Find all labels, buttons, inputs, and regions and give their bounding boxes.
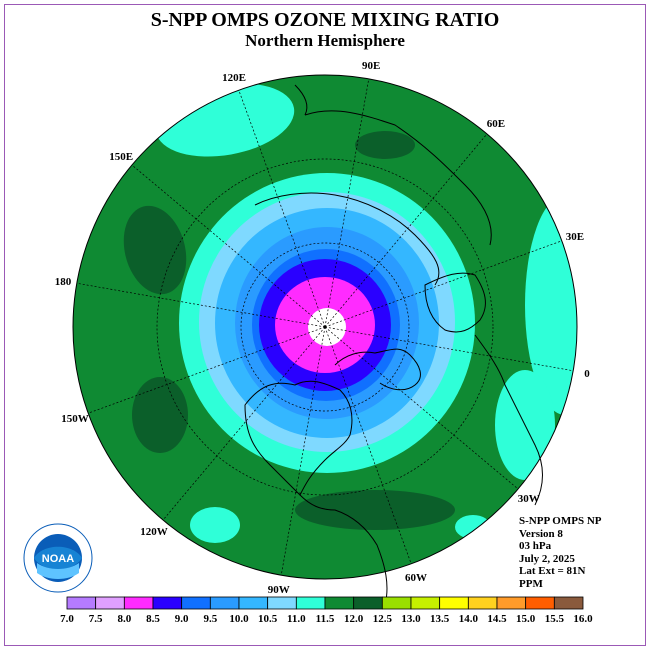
longitude-label: 60W [405, 572, 427, 584]
meridian-line [76, 282, 326, 328]
coastlines [244, 84, 543, 606]
colorbar-cell [295, 596, 326, 610]
info-version: Version 8 [519, 527, 563, 540]
colorbar-cell [152, 596, 183, 610]
colorbar-cell [238, 596, 269, 610]
map-title: S-NPP OMPS OZONE MIXING RATIO [150, 9, 500, 31]
longitude-label: 60E [487, 118, 505, 130]
ozone-field [73, 75, 577, 579]
colorbar-cell [123, 596, 154, 610]
info-units: PPM [519, 577, 543, 590]
field-cyan-patch [525, 195, 577, 415]
meridian-line [238, 90, 326, 328]
colorbar-cell [467, 596, 498, 610]
meridian-line [324, 133, 488, 328]
info-lat-extent: Lat Ext = 81N [519, 565, 586, 577]
meridian-line [324, 78, 370, 328]
coastline-greenland [334, 348, 421, 391]
colorbar: 7.0 7.5 8.0 8.5 9.0 9.5 10.0 10.5 11.0 11.5 12.0 12… [60, 596, 593, 625]
polar-map: 90E 60E 30E 0 30W 60W 90W 120W 150W 180 150E 120E [55, 60, 590, 606]
coastline-asia-east [304, 110, 492, 246]
colorbar-tick-label: 10.5 [258, 613, 278, 625]
colorbar-tick-label: 15.5 [545, 613, 565, 625]
longitude-label: 180 [55, 276, 72, 288]
info-date: July 2, 2025 [519, 552, 575, 565]
coastline-fareast [294, 84, 308, 116]
colorbar-tick-label: 13.0 [401, 613, 421, 625]
info-block: S-NPP OMPS NP Version 8 03 hPa July 2, 2… [519, 515, 602, 590]
coastline-siberia [254, 192, 440, 286]
meridian-line [131, 164, 326, 328]
longitude-label: 0 [584, 368, 590, 380]
coastline-europe [424, 272, 486, 333]
longitude-label: 90W [268, 584, 290, 596]
meridian-lines [76, 78, 574, 576]
colorbar-tick-label: 15.0 [516, 613, 536, 625]
colorbar-tick-label: 8.0 [117, 613, 131, 625]
info-level: 03 hPa [519, 540, 552, 552]
longitude-label: 150E [109, 151, 133, 163]
meridian-line [324, 326, 412, 564]
colorbar-tick-label: 14.0 [459, 613, 479, 625]
meridian-line [162, 326, 326, 521]
colorbar-tick-label: 16.0 [573, 613, 593, 625]
colorbar-cell [209, 596, 240, 610]
colorbar-cell [525, 596, 555, 610]
colorbar-cell [410, 596, 441, 610]
colorbar-cell [353, 596, 383, 610]
colorbar-tick-label: 14.5 [487, 613, 507, 625]
meridian-line [324, 240, 562, 328]
meridian-line [280, 326, 326, 576]
longitude-label: 30E [566, 231, 584, 243]
longitude-label: 120W [140, 526, 168, 538]
colorbar-cell [95, 596, 125, 610]
map-subtitle: Northern Hemisphere [245, 31, 405, 50]
colorbar-tick-label: 10.0 [229, 613, 249, 625]
longitude-label: 120E [222, 72, 246, 84]
colorbar-cell [66, 596, 97, 610]
colorbar-tick-label: 11.0 [287, 613, 306, 625]
field-cyan-patch [190, 507, 240, 543]
noaa-logo: NOAA [23, 523, 93, 593]
field-dark-green-blob [295, 490, 455, 530]
longitude-label: 30W [518, 493, 540, 505]
colorbar-cell [439, 596, 469, 610]
map-boundary [72, 74, 578, 580]
info-product: S-NPP OMPS NP [519, 515, 602, 527]
colorbar-cell [496, 596, 527, 610]
colorbar-cell [553, 596, 584, 610]
colorbar-tick-label: 11.5 [316, 613, 335, 625]
colorbar-tick-label: 8.5 [146, 613, 160, 625]
longitude-label: 150W [61, 413, 89, 425]
field-dark-green-blob [132, 377, 188, 453]
colorbar-tick-label: 12.5 [373, 613, 393, 625]
latitude-circle [240, 242, 410, 412]
colorbar-tick-label: 9.0 [175, 613, 189, 625]
colorbar-cell [381, 596, 412, 610]
colorbar-tick-label: 9.5 [203, 613, 217, 625]
coastline-africa [474, 334, 543, 506]
colorbar-tick-label: 7.0 [60, 613, 74, 625]
meridian-line [324, 326, 519, 490]
latitude-circle [156, 158, 494, 496]
coastline-central-america [299, 494, 388, 606]
colorbar-cell [267, 596, 297, 610]
field-dark-green-blob [355, 131, 415, 159]
field-dark-green-blob [123, 205, 187, 295]
colorbar-tick-label: 13.5 [430, 613, 450, 625]
colorbar-tick-label: 7.5 [89, 613, 103, 625]
graticule [76, 78, 574, 576]
colorbar-cell [324, 596, 355, 610]
colorbar-tick-label: 12.0 [344, 613, 364, 625]
meridian-line [88, 326, 326, 414]
colorbar-cell [181, 596, 211, 610]
longitude-label: 90E [362, 60, 380, 72]
map-figure: S-NPP OMPS OZONE MIXING RATIO Northern H… [4, 4, 646, 646]
longitude-labels: 90E 60E 30E 0 30W 60W 90W 120W 150W 180 150E 120E [55, 60, 590, 596]
noaa-logo-text: NOAA [42, 553, 74, 565]
coastline-north-america [244, 380, 353, 496]
meridian-line [324, 326, 574, 372]
